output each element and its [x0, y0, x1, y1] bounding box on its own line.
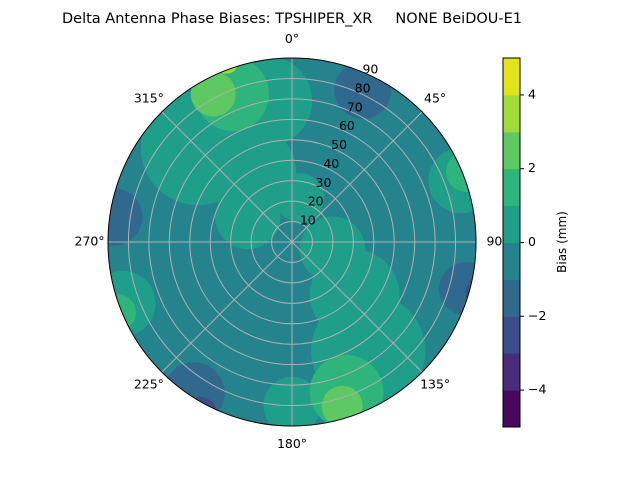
colorbar-band	[503, 316, 520, 354]
radial-tick-label: 20	[308, 194, 324, 209]
colorbar-band	[503, 131, 520, 170]
colorbar-band	[503, 94, 520, 133]
radial-tick-label: 50	[331, 137, 347, 152]
colorbar-band	[503, 242, 520, 280]
polar-grid	[107, 57, 477, 427]
angle-tick-label: 315°	[134, 90, 164, 105]
colorbar-band	[503, 168, 520, 207]
radial-tick-label: 40	[323, 156, 339, 171]
radial-tick-label: 70	[347, 99, 363, 114]
angle-tick-label: 135°	[420, 377, 450, 392]
contour-region	[465, 277, 476, 307]
radial-tick-label: 10	[300, 213, 316, 228]
contour-region	[275, 173, 325, 223]
contour-region	[445, 151, 476, 192]
radial-tick-label: 80	[355, 80, 371, 95]
angle-tick-label: 270°	[75, 234, 105, 249]
angle-tick-labels: 0° 45° 90 135° 180° 225° 270° 315°	[75, 31, 503, 451]
angular-gridline	[291, 241, 423, 373]
angle-tick-label: 180°	[277, 436, 307, 451]
angle-tick-label: 45°	[424, 90, 446, 105]
angular-gridline	[291, 111, 423, 243]
angle-tick-label: 225°	[134, 377, 164, 392]
contour-region	[190, 71, 236, 117]
colorbar-band	[503, 279, 520, 317]
radial-tick-label: 90	[362, 62, 378, 77]
colorbar-tick-label: 4	[528, 86, 536, 101]
angular-gridline	[161, 241, 293, 373]
colorbar-tick-label: −4	[528, 382, 546, 397]
contour-region	[163, 362, 225, 424]
colorbar-tick-label: 0	[528, 234, 536, 249]
colorbar: 4 2 0 −2 −4	[502, 57, 546, 428]
radial-tick-label: 30	[316, 175, 332, 190]
angular-gridline	[161, 111, 293, 243]
angle-tick-label: 90	[486, 234, 502, 249]
colorbar-tick-label: 2	[528, 160, 536, 175]
radial-tick-label: 60	[339, 118, 355, 133]
polar-frame	[107, 57, 477, 427]
contour-region	[108, 188, 143, 246]
colorbar-band	[503, 58, 520, 96]
contour-region	[108, 178, 115, 204]
colorbar-band	[503, 205, 520, 243]
contour-region	[439, 261, 476, 316]
colorbar-band	[503, 353, 520, 391]
colorbar-band	[503, 390, 520, 428]
radial-tick-labels: 10 20 30 40 50 60 70 80 90	[300, 62, 379, 228]
chart-title: Delta Antenna Phase Biases: TPSHIPER_XR …	[62, 11, 522, 27]
colorbar-label: Bias (mm)	[555, 211, 569, 273]
colorbar-tick-label: −2	[528, 308, 546, 323]
contour-region	[215, 183, 281, 250]
angle-tick-label: 0°	[285, 31, 299, 46]
